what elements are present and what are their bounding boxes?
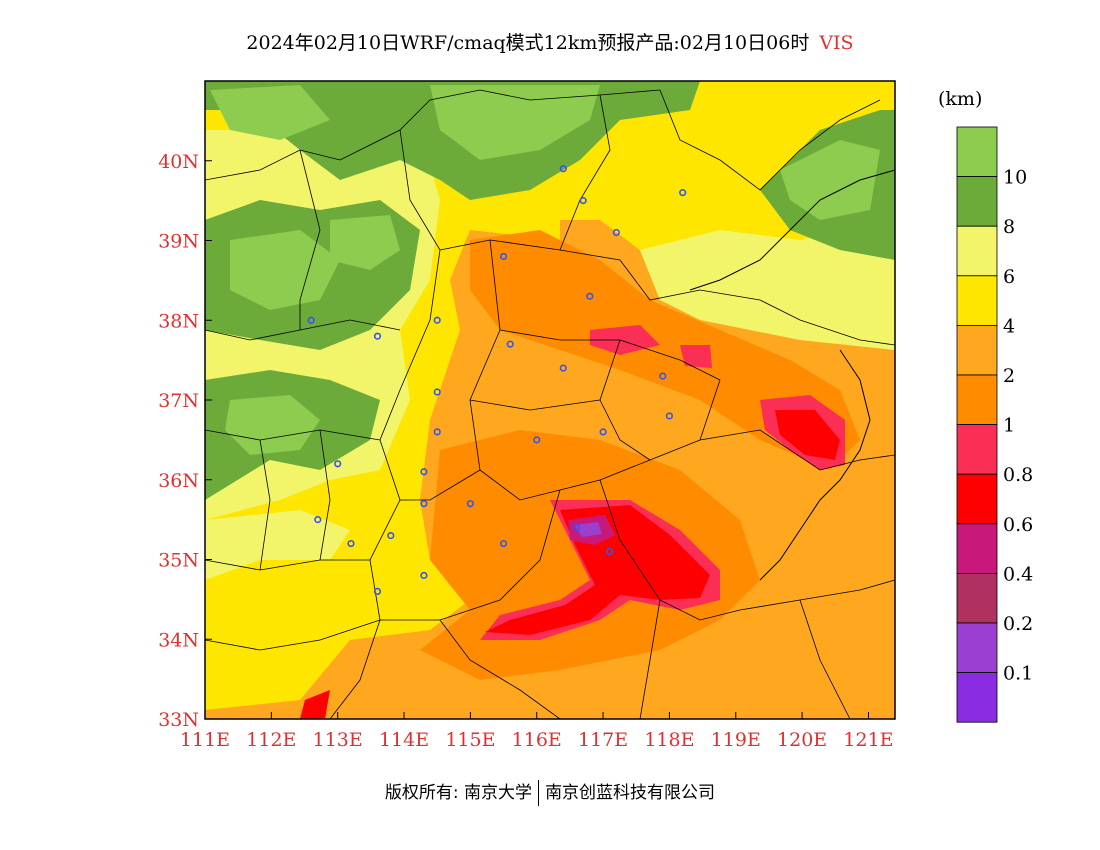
station-marker: [420, 571, 428, 580]
station-marker: [433, 428, 441, 436]
title-main: 2024年02月10日WRF/cmaq模式12km预报产品:02月10日06时: [246, 32, 810, 54]
coastline-bohai: [689, 169, 895, 291]
y-tick-label: 40N: [158, 151, 199, 173]
field-6-8-east: [640, 220, 895, 350]
field-0.8-1-b: [680, 345, 712, 368]
field-0.6-0.8-a: [775, 410, 840, 460]
station-markers: [307, 165, 687, 596]
field-0.6-0.8-b: [485, 505, 710, 635]
station-marker: [387, 531, 395, 540]
y-tick-label: 36N: [158, 470, 199, 492]
x-tick-label: 120E: [777, 729, 827, 751]
field-6-8-sw: [205, 510, 350, 580]
x-tick-label: 121E: [843, 729, 893, 751]
visibility-field: [205, 81, 895, 719]
x-tick-label: 115E: [445, 729, 495, 751]
station-marker: [665, 412, 674, 420]
boundaries: [205, 89, 895, 719]
station-marker: [373, 332, 382, 340]
credit-left: 版权所有: 南京大学: [384, 783, 533, 803]
y-tick-label: 39N: [158, 231, 199, 253]
station-marker: [420, 500, 428, 508]
station-marker: [466, 500, 474, 508]
field-gt10-2: [330, 215, 400, 270]
station-marker: [533, 436, 541, 444]
coastline: [759, 349, 871, 581]
station-marker: [314, 516, 322, 524]
station-marker: [499, 539, 508, 548]
station-marker: [559, 364, 567, 372]
station-marker: [659, 372, 667, 380]
x-tick-label: 113E: [313, 729, 363, 751]
x-tick-label: 114E: [379, 729, 429, 751]
x-tick-label: 117E: [578, 729, 628, 751]
station-marker: [572, 523, 581, 532]
station-marker: [559, 165, 567, 173]
y-tick-label: 33N: [158, 709, 199, 731]
field-gt10-1: [230, 230, 340, 310]
station-marker: [420, 468, 428, 476]
credit-line: 版权所有: 南京大学 南京创蓝科技有限公司: [0, 778, 1100, 806]
y-tick-label: 35N: [158, 550, 199, 572]
station-marker: [599, 428, 607, 436]
field-0.6-0.8-c: [300, 690, 330, 719]
station-marker: [612, 228, 620, 237]
y-tick-label: 34N: [158, 629, 199, 651]
x-tick-label: 116E: [512, 729, 562, 751]
map-title: 2024年02月10日WRF/cmaq模式12km预报产品:02月10日06时 V…: [0, 28, 1100, 55]
station-marker: [586, 292, 594, 300]
station-marker: [679, 189, 687, 197]
station-marker: [347, 539, 355, 548]
station-marker: [433, 388, 441, 396]
station-marker: [433, 316, 441, 324]
field-gt10-6: [225, 395, 320, 455]
station-marker: [334, 460, 342, 468]
y-tick-label: 37N: [158, 390, 199, 412]
credit-separator: [538, 780, 540, 806]
x-axis: 111E 112E 113E 114E 115E 116E 117E 118E 119E 120E…: [180, 712, 894, 751]
field-gt10-4: [430, 85, 600, 160]
credit-right: 南京创蓝科技有限公司: [545, 783, 716, 803]
station-marker: [307, 316, 315, 324]
x-tick-label: 118E: [644, 729, 694, 751]
y-axis: 40N 39N 38N 37N 36N 35N 34N 33N: [158, 151, 212, 731]
station-marker: [373, 587, 382, 596]
x-tick-label: 119E: [711, 729, 761, 751]
station-marker: [499, 252, 508, 261]
field-gt10-3: [210, 85, 330, 140]
station-marker: [506, 340, 514, 348]
legend-unit: (km): [938, 88, 983, 110]
field-gt10-5: [780, 140, 880, 220]
x-tick-label: 111E: [180, 729, 230, 751]
x-tick-label: 112E: [246, 729, 296, 751]
field-0.2-0.4: [575, 522, 602, 537]
title-variable: VIS: [819, 32, 854, 54]
y-tick-label: 38N: [158, 310, 199, 332]
station-marker: [606, 547, 614, 556]
station-marker: [579, 197, 587, 205]
